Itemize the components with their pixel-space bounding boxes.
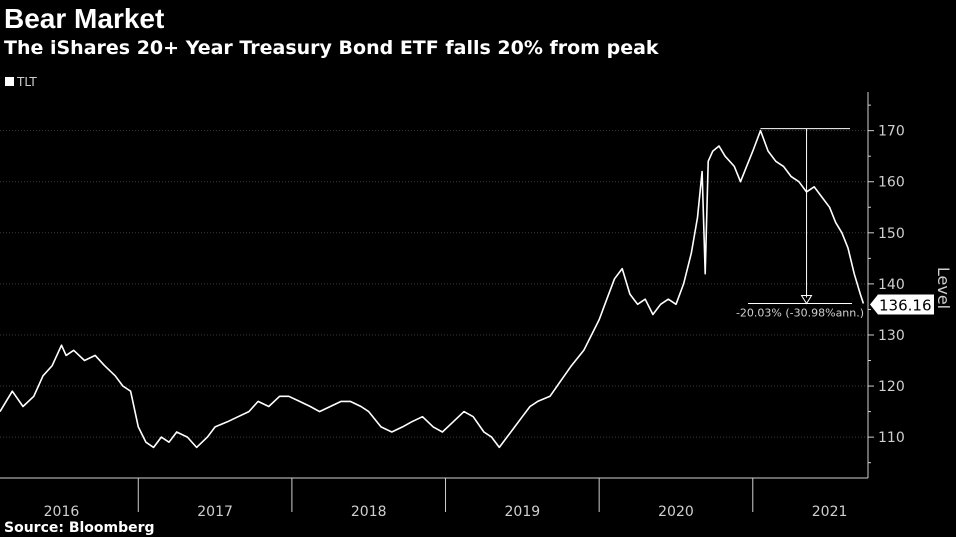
last-value-label: 136.16 [879, 297, 932, 315]
drawdown-arrow-head [800, 295, 813, 305]
y-tick-label-120: 120 [878, 379, 905, 395]
last-value-badge: 136.16 [870, 294, 934, 315]
x-tick-label-2016: 2016 [44, 504, 80, 520]
chart-subtitle: The iShares 20+ Year Treasury Bond ETF f… [4, 37, 659, 59]
chart-title: Bear Market [4, 3, 165, 34]
x-tick-label-2018: 2018 [351, 504, 387, 520]
legend-label-tlt: TLT [16, 75, 37, 89]
y-tick-label-140: 140 [878, 277, 905, 293]
drawdown-annotation: -20.03% (-30.98%ann.) [736, 128, 864, 320]
source-note: Source: Bloomberg [4, 520, 155, 536]
y-tick-label-110: 110 [878, 430, 905, 446]
x-tick-label-2019: 2019 [505, 504, 541, 520]
y-tick-label-150: 150 [878, 226, 905, 242]
y-tick-label-170: 170 [878, 124, 905, 140]
drawdown-label: -20.03% (-30.98%ann.) [736, 307, 864, 320]
legend-swatch-tlt [5, 77, 14, 86]
y-tick-label-130: 130 [878, 328, 905, 344]
y-axis-ticks: 110 120 130 140 150 160 170 [867, 92, 905, 478]
x-tick-label-2021: 2021 [812, 504, 848, 520]
y-tick-label-160: 160 [878, 175, 905, 191]
x-tick-label-2017: 2017 [197, 504, 233, 520]
legend: TLT [5, 75, 37, 89]
last-value-badge-shape [870, 294, 934, 315]
tlt-series-line [0, 129, 865, 449]
y-axis-label: Level [934, 267, 953, 309]
x-axis: 2016 2017 2018 2019 2020 2021 [0, 477, 868, 520]
x-tick-label-2020: 2020 [658, 504, 694, 520]
gridlines [0, 130, 868, 438]
